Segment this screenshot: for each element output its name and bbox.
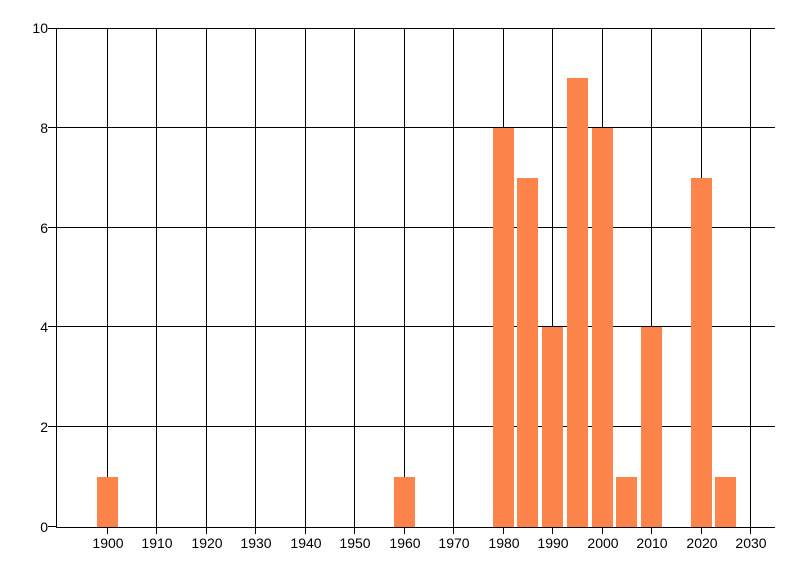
bar-2025: [715, 477, 736, 527]
gridline-vertical: [156, 28, 157, 527]
gridline-horizontal: [57, 426, 775, 427]
x-axis-tick: [503, 528, 504, 534]
bar-2020: [691, 178, 712, 527]
x-axis-tick: [750, 528, 751, 534]
bar-1990: [542, 327, 563, 527]
gridline-horizontal: [57, 227, 775, 228]
y-axis-tick-label: 0: [40, 519, 48, 535]
x-axis-tick: [404, 528, 405, 534]
x-axis-tick: [651, 528, 652, 534]
y-axis-tick: [48, 127, 56, 128]
gridline-horizontal: [57, 326, 775, 327]
x-axis-tick-label: 1980: [488, 535, 520, 551]
bar-2010: [641, 327, 662, 527]
y-axis-tick: [48, 426, 56, 427]
x-axis-tick: [602, 528, 603, 534]
x-axis-tick: [701, 528, 702, 534]
gridline-horizontal: [57, 28, 775, 29]
gridline-vertical: [552, 28, 553, 527]
x-axis-tick-label: 2000: [587, 535, 619, 551]
bar-2005: [616, 477, 637, 527]
x-axis-tick: [206, 528, 207, 534]
y-axis-tick-label: 6: [40, 220, 48, 236]
y-axis-tick-label: 8: [40, 120, 48, 136]
gridline-vertical: [206, 28, 207, 527]
x-axis-tick-label: 1990: [537, 535, 569, 551]
x-axis-tick-label: 1920: [191, 535, 223, 551]
y-axis-tick-label: 10: [32, 20, 48, 36]
gridline-vertical: [255, 28, 256, 527]
y-axis-tick: [48, 326, 56, 327]
x-axis-tick: [354, 528, 355, 534]
y-axis-tick: [48, 227, 56, 228]
y-axis-tick: [48, 28, 56, 29]
bar-1960: [394, 477, 415, 527]
x-axis-tick: [453, 528, 454, 534]
gridline-vertical: [750, 28, 751, 527]
x-axis-tick: [305, 528, 306, 534]
x-axis-tick-label: 2030: [735, 535, 767, 551]
x-axis-tick-label: 1930: [240, 535, 272, 551]
x-axis-tick: [552, 528, 553, 534]
x-axis-tick: [156, 528, 157, 534]
gridline-vertical: [651, 28, 652, 527]
x-axis-tick-label: 1950: [339, 535, 371, 551]
gridline-horizontal: [57, 127, 775, 128]
x-axis-tick: [107, 528, 108, 534]
x-axis-tick-label: 1970: [438, 535, 470, 551]
plot-area: 0 2 4 6 8 10 1900 1910 1920 1930 1940 1950 1960 1970 1…: [32, 21, 775, 550]
x-axis-tick: [255, 528, 256, 534]
gridline-vertical: [107, 28, 108, 527]
gridline-vertical: [453, 28, 454, 527]
y-axis-tick-label: 2: [40, 419, 48, 435]
bar-1995: [567, 78, 588, 527]
y-axis-tick-label: 4: [40, 319, 48, 335]
x-axis-tick-label: 2010: [636, 535, 668, 551]
x-axis-tick-label: 1900: [92, 535, 124, 551]
x-axis-tick-label: 1940: [290, 535, 322, 551]
y-axis-tick: [48, 526, 56, 527]
bar-1900: [97, 477, 118, 527]
bar-2000: [592, 128, 613, 527]
bar-1980: [493, 128, 514, 527]
x-axis-tick-label: 1910: [141, 535, 173, 551]
gridline-vertical: [404, 28, 405, 527]
bar-1985: [517, 178, 538, 527]
x-axis-tick-label: 1960: [389, 535, 421, 551]
gridline-vertical: [354, 28, 355, 527]
x-axis-tick-label: 2020: [686, 535, 718, 551]
gridline-vertical: [305, 28, 306, 527]
